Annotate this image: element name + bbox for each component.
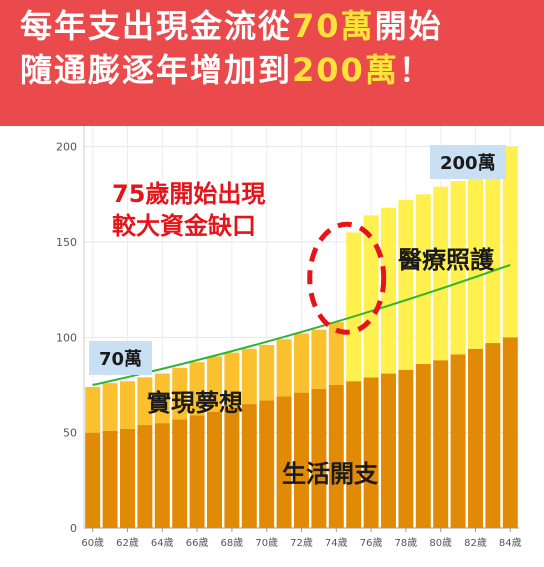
bar-segment xyxy=(363,215,379,378)
bar-segment xyxy=(450,180,466,355)
bar-segment xyxy=(189,415,205,528)
bar-segment xyxy=(172,367,188,420)
y-tick-label: 0 xyxy=(70,522,77,535)
bar-segment xyxy=(259,344,275,401)
bar-segment xyxy=(311,388,327,528)
x-tick-label: 70歲 xyxy=(255,536,278,549)
bar-segment xyxy=(346,381,362,528)
bar-segment xyxy=(137,425,153,528)
bar-segment xyxy=(224,352,240,408)
gap-highlight-ellipse xyxy=(307,221,387,335)
bar-segment xyxy=(154,373,170,424)
x-tick-label: 68歲 xyxy=(221,536,244,549)
x-tick-label: 80歲 xyxy=(429,536,452,549)
x-tick-label: 72歲 xyxy=(290,536,313,549)
bar-segment xyxy=(415,364,431,528)
bar-segment xyxy=(502,146,518,338)
bar-segment xyxy=(276,339,292,397)
bar-segment xyxy=(259,400,275,528)
bar-segment xyxy=(381,373,396,528)
start-value-tag: 70萬 xyxy=(89,341,153,375)
bar-segment xyxy=(120,381,135,429)
bar-segment xyxy=(468,173,483,349)
bar-segment xyxy=(224,407,240,528)
bar-segment xyxy=(102,430,118,528)
bar-segment xyxy=(294,333,309,393)
bar-segment xyxy=(381,207,396,374)
dream-label: 實現夢想 xyxy=(147,389,243,417)
bar-segment xyxy=(120,428,135,528)
x-tick-label: 76歲 xyxy=(360,536,383,549)
bar-segment xyxy=(433,360,449,528)
medical-label: 醫療照護 xyxy=(398,246,494,274)
bar-segment xyxy=(154,423,170,528)
y-tick-label: 200 xyxy=(56,141,77,154)
bar-segment xyxy=(485,343,501,528)
bar-segment xyxy=(102,383,118,431)
gap-annotation: 75歲開始出現 較大資金缺口 xyxy=(112,180,266,240)
bar-segment xyxy=(207,411,222,528)
y-tick-label: 150 xyxy=(56,236,77,249)
end-value-tag: 200萬 xyxy=(430,145,506,179)
x-tick-label: 66歲 xyxy=(186,536,209,549)
x-tick-label: 64歲 xyxy=(151,536,174,549)
x-tick-label: 74歲 xyxy=(325,536,348,549)
x-tick-label: 78歲 xyxy=(395,536,418,549)
bar-segment xyxy=(294,392,309,528)
x-tick-label: 62歲 xyxy=(116,536,139,549)
bar-segment xyxy=(450,354,466,528)
bar-segment xyxy=(189,362,205,416)
bar-segment xyxy=(85,432,101,528)
bar-segment xyxy=(328,322,344,385)
y-tick-label: 50 xyxy=(63,427,77,440)
bar-segment xyxy=(415,194,431,365)
bar-segment xyxy=(207,356,222,412)
x-tick-label: 60歲 xyxy=(81,536,104,549)
bar-segment xyxy=(85,386,101,433)
bar-segment xyxy=(398,200,414,370)
bar-segment xyxy=(328,385,344,528)
x-tick-label: 82歲 xyxy=(464,536,487,549)
bar-segment xyxy=(433,186,449,361)
title-banner: 每年支出現金流從70萬開始 隨通膨逐年增加到200萬！ xyxy=(0,0,544,126)
bar-segment xyxy=(276,396,292,528)
banner-line-1: 每年支出現金流從70萬開始 xyxy=(20,7,443,45)
bar-segment xyxy=(398,369,414,528)
bar-segment xyxy=(241,404,257,528)
bar-segment xyxy=(346,232,362,382)
bar-segment xyxy=(485,160,501,344)
bar-segment xyxy=(137,377,153,426)
living-label: 生活開支 xyxy=(282,460,378,488)
x-tick-label: 84歲 xyxy=(499,536,522,549)
bar-segment xyxy=(468,348,483,528)
bar-segment xyxy=(502,337,518,528)
bar-segment xyxy=(241,348,257,405)
y-tick-label: 100 xyxy=(56,331,77,344)
bar-segment xyxy=(172,419,188,528)
banner-line-2: 隨通膨逐年增加到200萬！ xyxy=(20,51,433,89)
bar-segment xyxy=(363,377,379,528)
bar-segment xyxy=(311,329,327,389)
